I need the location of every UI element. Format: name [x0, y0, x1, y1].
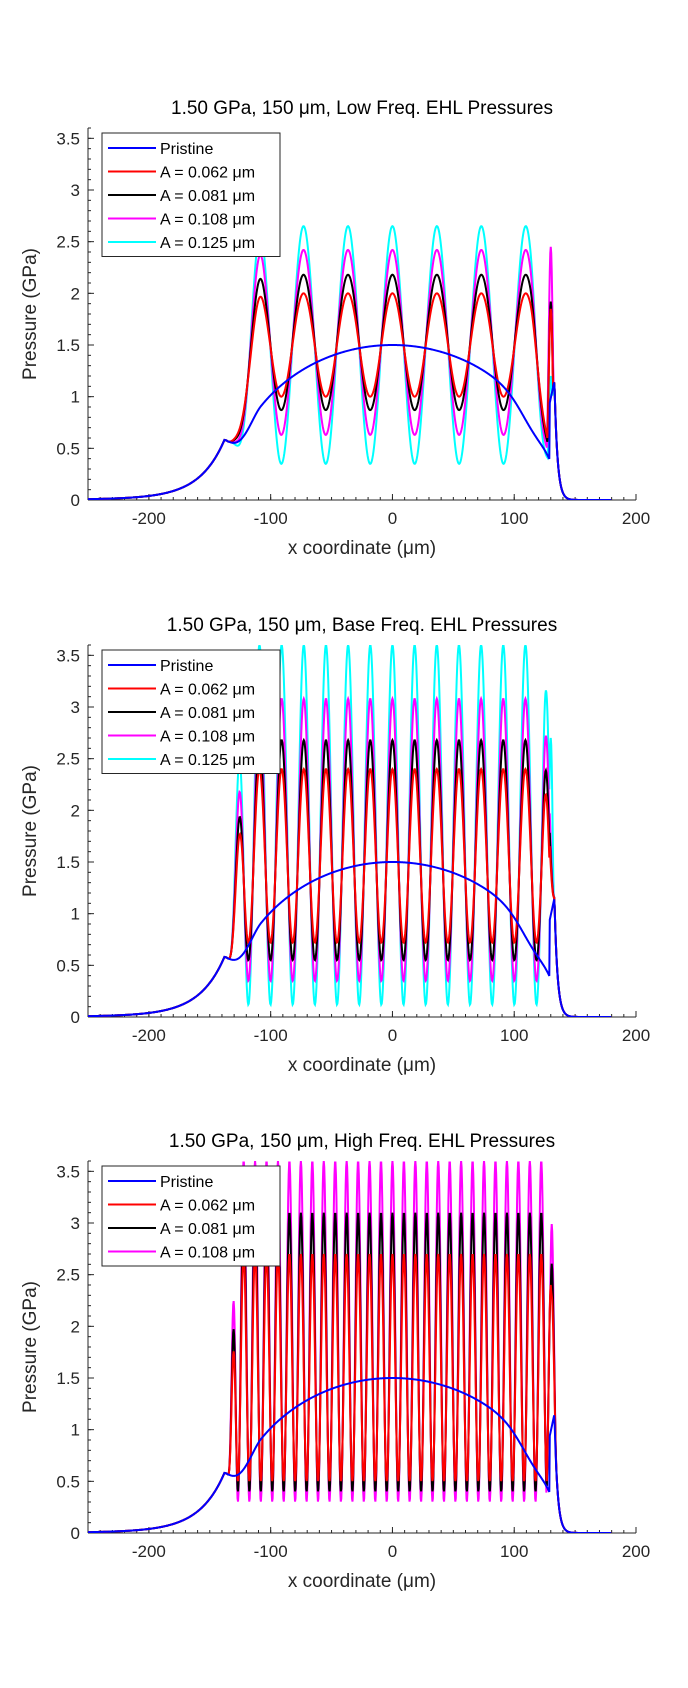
legend-label: A = 0.081 μm	[160, 188, 255, 205]
x-tick-label: 100	[500, 509, 528, 528]
chart-panel-3: 1.50 GPa, 150 μm, High Freq. EHL Pressur…	[20, 1131, 650, 1592]
legend-label: A = 0.062 μm	[160, 682, 255, 699]
chart-title: 1.50 GPa, 150 μm, Low Freq. EHL Pressure…	[171, 98, 553, 119]
y-axis-label: Pressure (GPa)	[20, 765, 41, 897]
x-tick-label: 200	[622, 1026, 650, 1045]
x-tick-label: -200	[132, 1542, 166, 1561]
y-axis-label: Pressure (GPa)	[20, 1281, 41, 1413]
pristine-line	[88, 1377, 612, 1533]
plot-area	[88, 1161, 612, 1533]
x-tick-label: -100	[254, 509, 288, 528]
legend-label: A = 0.081 μm	[160, 1221, 255, 1238]
pristine-line	[88, 861, 612, 1017]
legend-label: A = 0.108 μm	[160, 1245, 255, 1262]
legend: Pristine A = 0.062 μm A = 0.081 μm A = 0.10…	[101, 649, 281, 774]
x-axis-label: x coordinate (μm)	[288, 1571, 436, 1592]
y-tick-label: 2.5	[56, 750, 80, 769]
chart-panel-2: 1.50 GPa, 150 μm, Base Freq. EHL Pressur…	[20, 615, 650, 1076]
series-line	[88, 246, 612, 500]
legend: Pristine A = 0.062 μm A = 0.081 μm A = 0.10…	[101, 1165, 281, 1267]
legend-label: A = 0.062 μm	[160, 1198, 255, 1215]
legend-label: A = 0.081 μm	[160, 705, 255, 722]
legend-label: Pristine	[160, 141, 213, 158]
chart-title: 1.50 GPa, 150 μm, High Freq. EHL Pressur…	[169, 1131, 555, 1152]
x-tick-label: 0	[388, 1542, 397, 1561]
y-axis-label: Pressure (GPa)	[20, 248, 41, 380]
y-tick-label: 0	[71, 1524, 80, 1543]
y-tick-label: 0	[71, 1008, 80, 1027]
legend-box	[101, 1165, 281, 1267]
legend-label: Pristine	[160, 658, 213, 675]
y-tick-label: 2.5	[56, 233, 80, 252]
series-line	[88, 225, 612, 500]
x-tick-label: -100	[254, 1542, 288, 1561]
x-tick-label: -100	[254, 1026, 288, 1045]
x-axis-label: x coordinate (μm)	[288, 1055, 436, 1076]
x-tick-label: 0	[388, 1026, 397, 1045]
y-tick-label: 2	[71, 284, 80, 303]
y-tick-label: 2	[71, 1317, 80, 1336]
y-tick-label: 3	[71, 1214, 80, 1233]
y-tick-label: 2.5	[56, 1266, 80, 1285]
y-tick-label: 3.5	[56, 129, 80, 148]
legend-label: A = 0.108 μm	[160, 212, 255, 229]
y-tick-label: 0	[71, 491, 80, 510]
pristine-line	[88, 344, 612, 500]
series-line	[88, 273, 612, 500]
y-tick-label: 3.5	[56, 1162, 80, 1181]
series-line	[88, 292, 612, 500]
y-tick-label: 3	[71, 698, 80, 717]
legend-label: A = 0.125 μm	[160, 752, 255, 769]
x-tick-label: 100	[500, 1026, 528, 1045]
y-tick-label: 1.5	[56, 336, 80, 355]
y-tick-label: 0.5	[56, 1472, 80, 1491]
chart-panel-1: 1.50 GPa, 150 μm, Low Freq. EHL Pressure…	[20, 98, 650, 559]
x-tick-label: 100	[500, 1542, 528, 1561]
plot-area	[88, 645, 612, 1017]
y-tick-label: 1.5	[56, 1369, 80, 1388]
x-tick-label: 200	[622, 1542, 650, 1561]
x-tick-label: -200	[132, 509, 166, 528]
legend-label: Pristine	[160, 1174, 213, 1191]
y-tick-label: 1	[71, 388, 80, 407]
y-tick-label: 0.5	[56, 956, 80, 975]
y-tick-label: 0.5	[56, 439, 80, 458]
plot-area	[88, 225, 612, 500]
legend-label: A = 0.108 μm	[160, 729, 255, 746]
y-tick-label: 3	[71, 181, 80, 200]
x-tick-label: 0	[388, 509, 397, 528]
series-line	[88, 767, 612, 1017]
y-tick-label: 1	[71, 1421, 80, 1440]
legend: Pristine A = 0.062 μm A = 0.081 μm A = 0.10…	[101, 132, 281, 257]
x-tick-label: 200	[622, 509, 650, 528]
legend-label: A = 0.062 μm	[160, 165, 255, 182]
chart-title: 1.50 GPa, 150 μm, Base Freq. EHL Pressur…	[167, 615, 557, 636]
y-tick-label: 1	[71, 905, 80, 924]
y-tick-label: 2	[71, 801, 80, 820]
y-tick-label: 3.5	[56, 646, 80, 665]
y-tick-label: 1.5	[56, 853, 80, 872]
x-axis-label: x coordinate (μm)	[288, 538, 436, 559]
x-tick-label: -200	[132, 1026, 166, 1045]
legend-label: A = 0.125 μm	[160, 235, 255, 252]
